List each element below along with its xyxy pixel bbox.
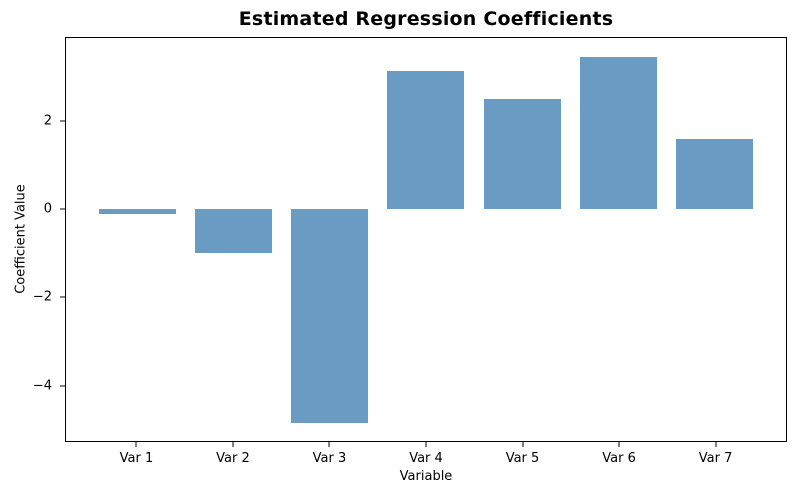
bar-var-6 [580,57,657,210]
x-tick-label: Var 1 [119,451,154,466]
y-tick-mark [60,296,65,298]
x-tick-mark [328,442,330,447]
bar-var-1 [98,209,176,214]
x-tick-mark [715,442,717,447]
x-axis-label: Variable [399,469,453,484]
bar-var-7 [676,138,754,210]
bar-var-2 [194,209,272,254]
y-tick-mark [60,385,65,387]
x-axis: Var 1 Var 2 Var 3 Var 4 Var 5 Var 6 Var 7 [65,442,787,470]
x-tick-label: Var 5 [505,451,540,466]
x-tick-label: Var 6 [602,451,636,466]
y-tick-label: 2 [43,113,52,129]
y-tick-mark [60,208,65,210]
x-tick-label: Var 7 [698,451,733,466]
x-tick-label: Var 4 [409,451,443,466]
x-tick-mark [232,442,234,447]
x-tick-mark [135,442,137,447]
chart-title: Estimated Regression Coefficients [238,8,614,30]
y-tick-label: 0 [43,201,52,217]
x-tick-label: Var 2 [216,451,250,466]
y-axis: 2 0 −2 −4 [0,37,65,442]
x-tick-mark [425,442,427,447]
bar-var-4 [387,70,465,210]
x-tick-mark [522,442,524,447]
bar-var-3 [291,209,369,423]
x-tick-mark [618,442,620,447]
y-tick-mark [60,120,65,122]
bar-var-5 [483,99,561,210]
x-tick-label: Var 3 [312,451,347,466]
y-tick-label: −2 [32,289,52,305]
plot-area [65,37,787,442]
y-tick-label: −4 [32,378,52,394]
